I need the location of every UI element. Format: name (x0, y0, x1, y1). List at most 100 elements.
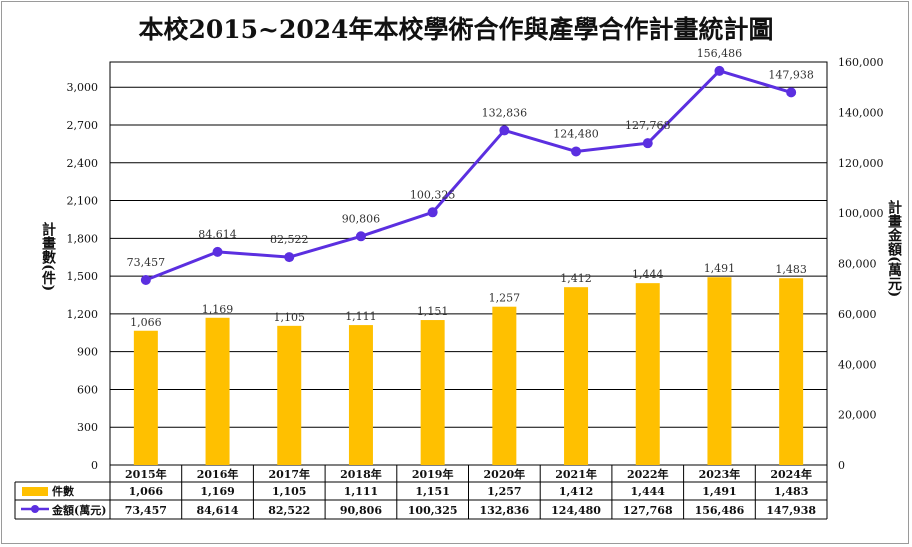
line-series (145, 69, 792, 282)
bar (779, 278, 804, 465)
left-tick-label: 3,000 (67, 81, 99, 94)
table-cell: 1,066 (129, 485, 164, 498)
line-data-label: 147,938 (768, 68, 814, 81)
bar-data-label: 1,444 (632, 268, 664, 281)
right-tick-label: 0 (838, 459, 845, 472)
line-data-label: 132,836 (482, 106, 528, 119)
right-tick-label: 140,000 (838, 106, 884, 119)
table-cell: 1,483 (774, 485, 808, 498)
line-data-label: 84,614 (198, 228, 237, 241)
table-cell: 1,111 (344, 485, 378, 498)
legend-line-marker (31, 505, 39, 513)
line-data-label: 82,522 (270, 233, 309, 246)
table-cell: 1,491 (702, 485, 736, 498)
right-tick-label: 120,000 (838, 157, 884, 170)
legend-bar-label: 件數 (52, 484, 74, 498)
bar-data-label: 1,111 (345, 310, 377, 323)
table-cell: 124,480 (551, 504, 601, 517)
category-label: 2020年 (484, 467, 526, 481)
bar (420, 320, 445, 465)
bar (492, 306, 517, 465)
category-label: 2019年 (412, 467, 454, 481)
table-cell: 73,457 (125, 504, 167, 517)
line-data-label: 156,486 (697, 47, 743, 60)
table-cell: 1,412 (559, 485, 593, 498)
bar (205, 317, 230, 465)
chart-title: 本校2015~2024年本校學術合作與產學合作計畫統計圖 (138, 15, 774, 44)
line-data-label: 100,325 (410, 188, 456, 201)
category-label: 2015年 (125, 467, 167, 481)
bar-data-label: 1,151 (417, 305, 449, 318)
bar-data-label: 1,412 (560, 272, 592, 285)
left-tick-label: 900 (77, 346, 98, 359)
legend-line-label: 金額(萬元) (51, 503, 106, 517)
line-point (427, 207, 438, 218)
right-tick-label: 100,000 (838, 207, 884, 220)
right-tick-label: 80,000 (838, 258, 877, 271)
bar-data-label: 1,066 (130, 316, 162, 329)
category-label: 2016年 (197, 467, 239, 481)
left-tick-label: 2,100 (67, 195, 99, 208)
category-label: 2018年 (340, 467, 382, 481)
bar (348, 325, 373, 465)
table-cell: 1,444 (631, 485, 666, 498)
table-cell: 127,768 (623, 504, 673, 517)
line-point (642, 138, 653, 149)
left-tick-label: 1,800 (67, 232, 99, 245)
table-cell: 84,614 (196, 504, 238, 517)
table-cell: 1,105 (272, 485, 306, 498)
right-tick-label: 40,000 (838, 358, 877, 371)
line-point (786, 87, 797, 98)
bar (707, 277, 732, 465)
category-label: 2017年 (268, 467, 310, 481)
table-cell: 100,325 (408, 504, 458, 517)
table-cell: 132,836 (479, 504, 529, 517)
bar (133, 330, 158, 465)
left-tick-label: 0 (91, 459, 98, 472)
table-cell: 156,486 (695, 504, 745, 517)
left-axis-label: 計畫數(件) (40, 222, 56, 292)
line-point (355, 231, 366, 242)
line-data-label: 90,806 (342, 212, 381, 225)
table-cell: 1,169 (200, 485, 234, 498)
line-data-label: 73,457 (127, 256, 166, 269)
left-tick-label: 2,700 (67, 119, 99, 132)
bar (564, 287, 589, 465)
category-label: 2024年 (770, 467, 812, 481)
line-point (140, 274, 151, 285)
left-tick-label: 2,400 (67, 157, 99, 170)
line-point (284, 252, 295, 263)
table-cell: 90,806 (340, 504, 382, 517)
line-data-label: 124,480 (553, 127, 599, 140)
bar (635, 283, 660, 465)
right-tick-label: 60,000 (838, 308, 877, 321)
bar-data-label: 1,483 (775, 263, 807, 276)
line-data-label: 127,768 (625, 119, 671, 132)
table-cell: 1,257 (487, 485, 521, 498)
line-point (571, 146, 582, 157)
left-tick-label: 300 (77, 421, 98, 434)
line-point (714, 65, 725, 76)
right-tick-label: 160,000 (838, 56, 884, 69)
right-axis-label: 計畫金額(萬元) (886, 200, 902, 298)
right-tick-label: 20,000 (838, 409, 877, 422)
legend-bar-swatch (22, 487, 48, 496)
left-tick-label: 1,500 (67, 270, 99, 283)
table-cell: 1,151 (415, 485, 449, 498)
bar-data-label: 1,257 (489, 292, 521, 305)
category-label: 2023年 (699, 467, 741, 481)
bar (277, 325, 302, 465)
category-label: 2021年 (555, 467, 597, 481)
table-cell: 82,522 (268, 504, 310, 517)
line-point (499, 125, 510, 136)
left-tick-label: 600 (77, 383, 98, 396)
table-cell: 147,938 (766, 504, 816, 517)
category-label: 2022年 (627, 467, 669, 481)
bar-data-label: 1,105 (274, 311, 306, 324)
left-tick-label: 1,200 (67, 308, 99, 321)
line-point (212, 246, 223, 257)
bar-data-label: 1,169 (202, 303, 234, 316)
bar-data-label: 1,491 (704, 262, 736, 275)
